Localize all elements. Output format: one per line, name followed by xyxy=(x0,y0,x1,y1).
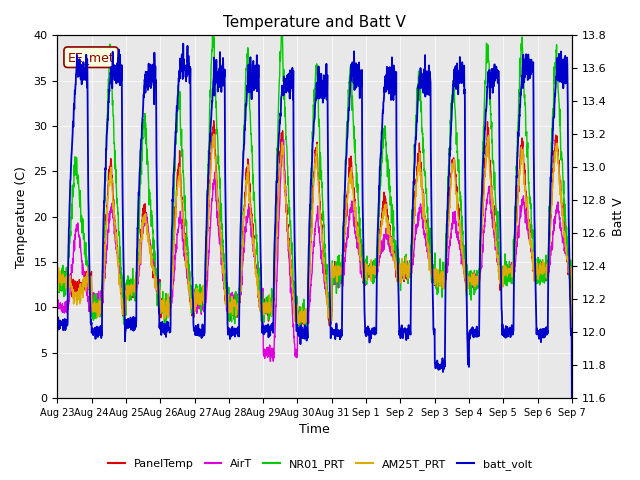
Legend: PanelTemp, AirT, NR01_PRT, AM25T_PRT, batt_volt: PanelTemp, AirT, NR01_PRT, AM25T_PRT, ba… xyxy=(104,455,536,474)
X-axis label: Time: Time xyxy=(300,423,330,436)
Title: Temperature and Batt V: Temperature and Batt V xyxy=(223,15,406,30)
Text: EE_met: EE_met xyxy=(68,51,115,64)
Y-axis label: Batt V: Batt V xyxy=(612,197,625,236)
Y-axis label: Temperature (C): Temperature (C) xyxy=(15,166,28,267)
